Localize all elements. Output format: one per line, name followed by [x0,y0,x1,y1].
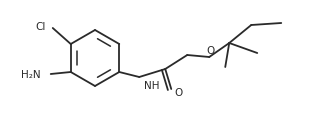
Text: O: O [174,88,182,98]
Text: O: O [206,46,215,56]
Text: Cl: Cl [35,22,46,32]
Text: H₂N: H₂N [21,70,41,80]
Text: NH: NH [144,81,160,91]
